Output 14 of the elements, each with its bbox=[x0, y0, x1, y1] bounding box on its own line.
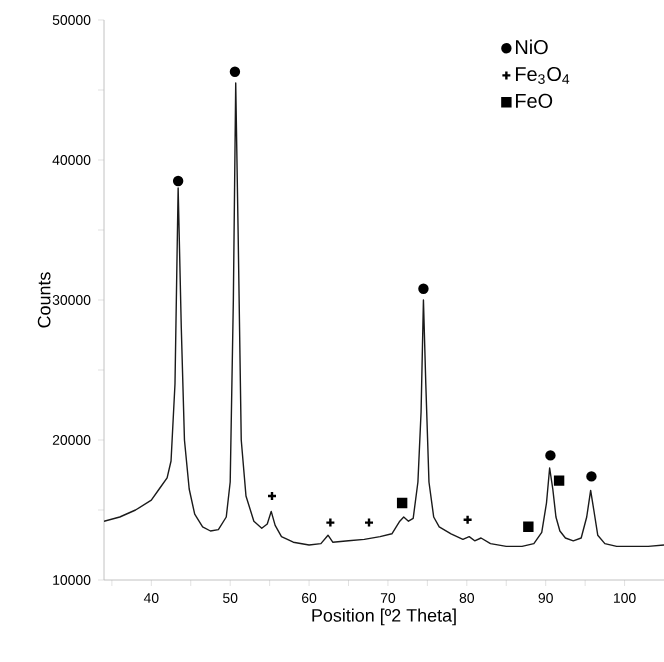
point bbox=[172, 175, 184, 187]
point bbox=[325, 517, 336, 528]
point bbox=[586, 471, 597, 482]
point bbox=[553, 475, 565, 486]
point bbox=[229, 66, 241, 77]
legend-label: Fe$_{3}$O$_{4}$ bbox=[515, 66, 570, 84]
legend-label: FeO bbox=[515, 93, 553, 108]
point bbox=[418, 283, 429, 294]
point bbox=[523, 521, 534, 532]
point bbox=[396, 497, 408, 509]
legend-label: NiO bbox=[515, 39, 548, 55]
x-axis-title: Position [º2 Theta] bbox=[312, 608, 456, 626]
point bbox=[545, 450, 556, 461]
y-axis-title: Counts bbox=[37, 272, 51, 328]
